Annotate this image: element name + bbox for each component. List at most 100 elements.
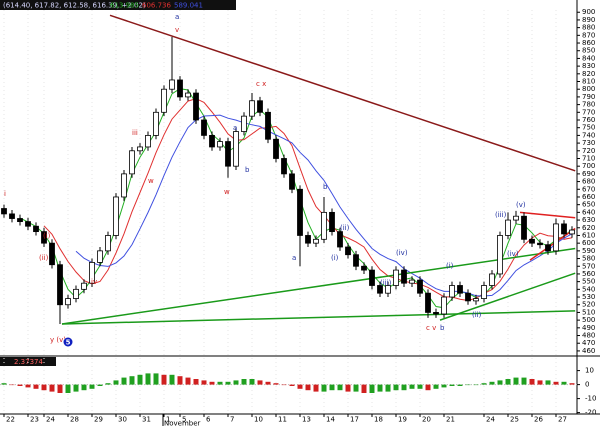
y-tick-label: 840 bbox=[582, 54, 595, 62]
candle-body bbox=[513, 215, 519, 221]
candle-body bbox=[441, 296, 447, 315]
candle-body bbox=[281, 158, 287, 175]
candle-body bbox=[321, 211, 327, 240]
wave-label: (iv) bbox=[507, 250, 519, 258]
osc-bar bbox=[145, 373, 151, 385]
wave-label: (i) bbox=[331, 254, 339, 262]
osc-bar bbox=[409, 384, 415, 389]
y-tick-label: 700 bbox=[582, 162, 595, 170]
y-tick-label: 470 bbox=[582, 339, 595, 347]
x-tick-label: 13 bbox=[302, 416, 311, 424]
candle-body bbox=[385, 285, 391, 294]
x-tick-label: 23 bbox=[30, 416, 39, 424]
osc-bar bbox=[257, 380, 263, 385]
y-tick-label: 710 bbox=[582, 154, 595, 162]
wave-label: a bbox=[292, 254, 296, 262]
candle-body bbox=[353, 254, 359, 267]
candle-body bbox=[89, 262, 95, 284]
osc-bar bbox=[457, 384, 463, 386]
y-tick-label: 830 bbox=[582, 62, 595, 70]
y-tick-label: 620 bbox=[582, 224, 595, 232]
y-tick-label: 640 bbox=[582, 208, 595, 216]
candle-body bbox=[97, 250, 103, 263]
x-tick-label: 21 bbox=[446, 416, 455, 424]
candle-body bbox=[273, 138, 279, 159]
candle-body bbox=[521, 215, 527, 240]
osc-bar bbox=[233, 380, 239, 385]
y-tick-label: 800 bbox=[582, 85, 595, 93]
wave-label: w bbox=[224, 188, 230, 196]
osc-bar bbox=[49, 384, 55, 392]
osc-bar bbox=[337, 384, 343, 391]
osc-bar bbox=[329, 384, 335, 391]
month-label: November bbox=[164, 420, 201, 426]
candle-body bbox=[113, 196, 119, 236]
candle-body bbox=[249, 100, 255, 117]
osc-tick-label: -20 bbox=[585, 409, 596, 417]
y-tick-label: 780 bbox=[582, 101, 595, 109]
x-tick-label: 11 bbox=[278, 416, 287, 424]
osc-label: 2.37374 bbox=[14, 358, 43, 366]
candle-body bbox=[449, 285, 455, 298]
osc-bar bbox=[249, 379, 255, 385]
candle-body bbox=[369, 269, 375, 286]
candle-body bbox=[161, 88, 167, 113]
x-tick-label: 26 bbox=[534, 416, 543, 424]
candle-body bbox=[425, 292, 431, 313]
wave-label: (i) bbox=[446, 262, 454, 270]
wave-label: y (v) bbox=[50, 336, 66, 344]
trend-line bbox=[529, 227, 576, 261]
y-tick-label: 890 bbox=[582, 16, 595, 24]
candle-body bbox=[265, 111, 271, 140]
candle-body bbox=[33, 225, 39, 233]
candle-body bbox=[473, 298, 479, 302]
candle-body bbox=[177, 79, 183, 98]
osc-bar bbox=[393, 384, 399, 391]
x-tick-label: 22 bbox=[6, 416, 15, 424]
osc-bar bbox=[9, 384, 15, 386]
trend-line bbox=[61, 310, 576, 325]
y-tick-label: 480 bbox=[582, 332, 595, 340]
x-tick-label: 14 bbox=[326, 416, 335, 424]
y-tick-label: 880 bbox=[582, 24, 595, 32]
y-tick-label: 610 bbox=[582, 231, 595, 239]
wave-label: b bbox=[245, 166, 250, 174]
x-tick-label: 6 bbox=[206, 416, 211, 424]
osc-bar bbox=[505, 379, 511, 385]
osc-bar bbox=[201, 380, 207, 385]
x-tick-label: 20 bbox=[422, 416, 431, 424]
candle-body bbox=[145, 134, 151, 148]
candle-body bbox=[553, 223, 559, 252]
x-tick-label: 10 bbox=[254, 416, 263, 424]
osc-bar bbox=[345, 384, 351, 392]
candle-body bbox=[505, 219, 511, 236]
quote: (614.40, 617.82, 612.58, 616.39, +2.02) bbox=[3, 2, 146, 10]
trend-line bbox=[61, 247, 576, 325]
wave-marker-circle bbox=[63, 337, 73, 347]
candle-body bbox=[497, 235, 503, 275]
y-tick-label: 670 bbox=[582, 185, 595, 193]
candle-body bbox=[193, 92, 199, 121]
osc-bar bbox=[121, 377, 127, 385]
x-tick-label: 24 bbox=[486, 416, 495, 424]
y-tick-label: 520 bbox=[582, 301, 595, 309]
osc-bar bbox=[105, 383, 111, 385]
candle-body bbox=[185, 92, 191, 98]
osc-bar bbox=[193, 379, 199, 385]
y-tick-label: 850 bbox=[582, 47, 595, 55]
y-tick-label: 870 bbox=[582, 31, 595, 39]
candle-body bbox=[305, 235, 311, 244]
osc-bar bbox=[521, 377, 527, 385]
header-box bbox=[0, 0, 236, 10]
y-tick-label: 860 bbox=[582, 39, 595, 47]
candle-body bbox=[569, 229, 575, 235]
osc-bar bbox=[377, 384, 383, 392]
osc-bar bbox=[553, 381, 559, 385]
osc-bar bbox=[209, 381, 215, 385]
y-tick-label: 630 bbox=[582, 216, 595, 224]
y-tick-label: 750 bbox=[582, 124, 595, 132]
y-tick-label: 530 bbox=[582, 293, 595, 301]
x-tick-label: 24 bbox=[46, 416, 55, 424]
trend-line bbox=[109, 14, 576, 172]
osc-bar bbox=[81, 384, 87, 391]
